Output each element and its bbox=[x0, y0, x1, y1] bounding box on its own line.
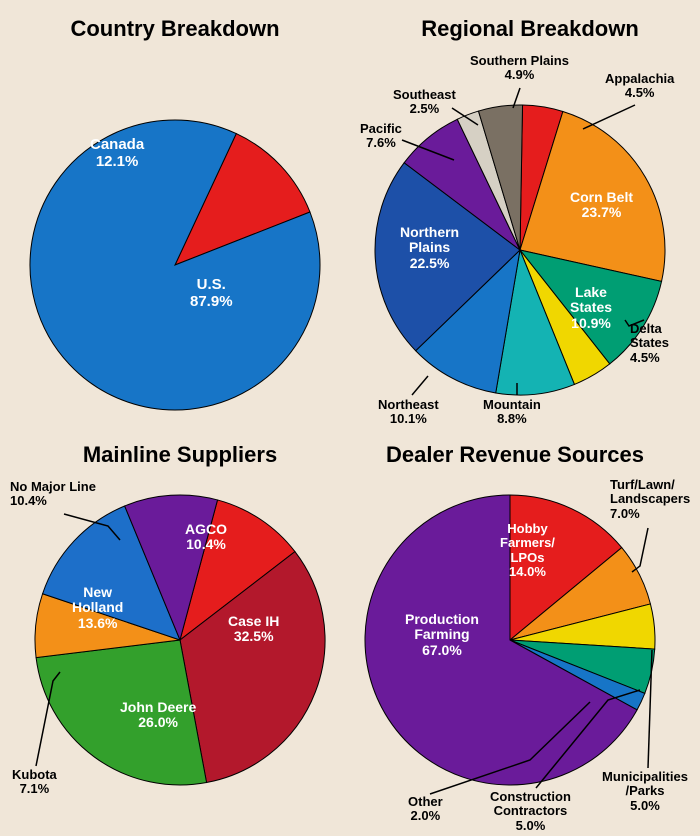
label-turf: Turf/Lawn/Landscapers 7.0% bbox=[610, 478, 690, 521]
chart-title-regional: Regional Breakdown bbox=[385, 16, 675, 42]
label-newholland: NewHolland 13.6% bbox=[72, 585, 123, 631]
label-mountain: Mountain 8.8% bbox=[483, 398, 541, 427]
label-munic: Municipalities/Parks 5.0% bbox=[602, 770, 688, 813]
label-kubota: Kubota 7.1% bbox=[12, 768, 57, 797]
label-hobby: HobbyFarmers/LPOs 14.0% bbox=[500, 522, 555, 579]
label-agco: AGCO 10.4% bbox=[185, 522, 227, 553]
label-appalachia: Appalachia 4.5% bbox=[605, 72, 674, 101]
chart-title-suppliers: Mainline Suppliers bbox=[40, 442, 320, 468]
label-northeast: Northeast 10.1% bbox=[378, 398, 439, 427]
label-caseih: Case IH 32.5% bbox=[228, 614, 279, 645]
label-production: ProductionFarming 67.0% bbox=[405, 612, 479, 658]
leader-line bbox=[583, 105, 635, 129]
label-nomajor: No Major Line 10.4% bbox=[10, 480, 96, 509]
label-lake-states: LakeStates 10.9% bbox=[570, 285, 612, 331]
label-southeast: Southeast 2.5% bbox=[393, 88, 456, 117]
label-other: Other 2.0% bbox=[408, 795, 443, 824]
label-canada: Canada 12.1% bbox=[90, 137, 144, 170]
label-us: U.S. 87.9% bbox=[190, 277, 233, 310]
label-delta: DeltaStates 4.5% bbox=[630, 322, 669, 365]
label-pacific: Pacific 7.6% bbox=[360, 122, 402, 151]
label-corn-belt: Corn Belt 23.7% bbox=[570, 190, 633, 221]
label-northern-plains: NorthernPlains 22.5% bbox=[400, 225, 459, 271]
chart-title-revenue: Dealer Revenue Sources bbox=[365, 442, 665, 468]
label-southern-plains: Southern Plains 4.9% bbox=[470, 54, 569, 83]
chart-title-country: Country Breakdown bbox=[40, 16, 310, 42]
label-johndeere: John Deere 26.0% bbox=[120, 700, 196, 731]
leader-line bbox=[412, 376, 428, 395]
label-construction: ConstructionContractors 5.0% bbox=[490, 790, 571, 833]
